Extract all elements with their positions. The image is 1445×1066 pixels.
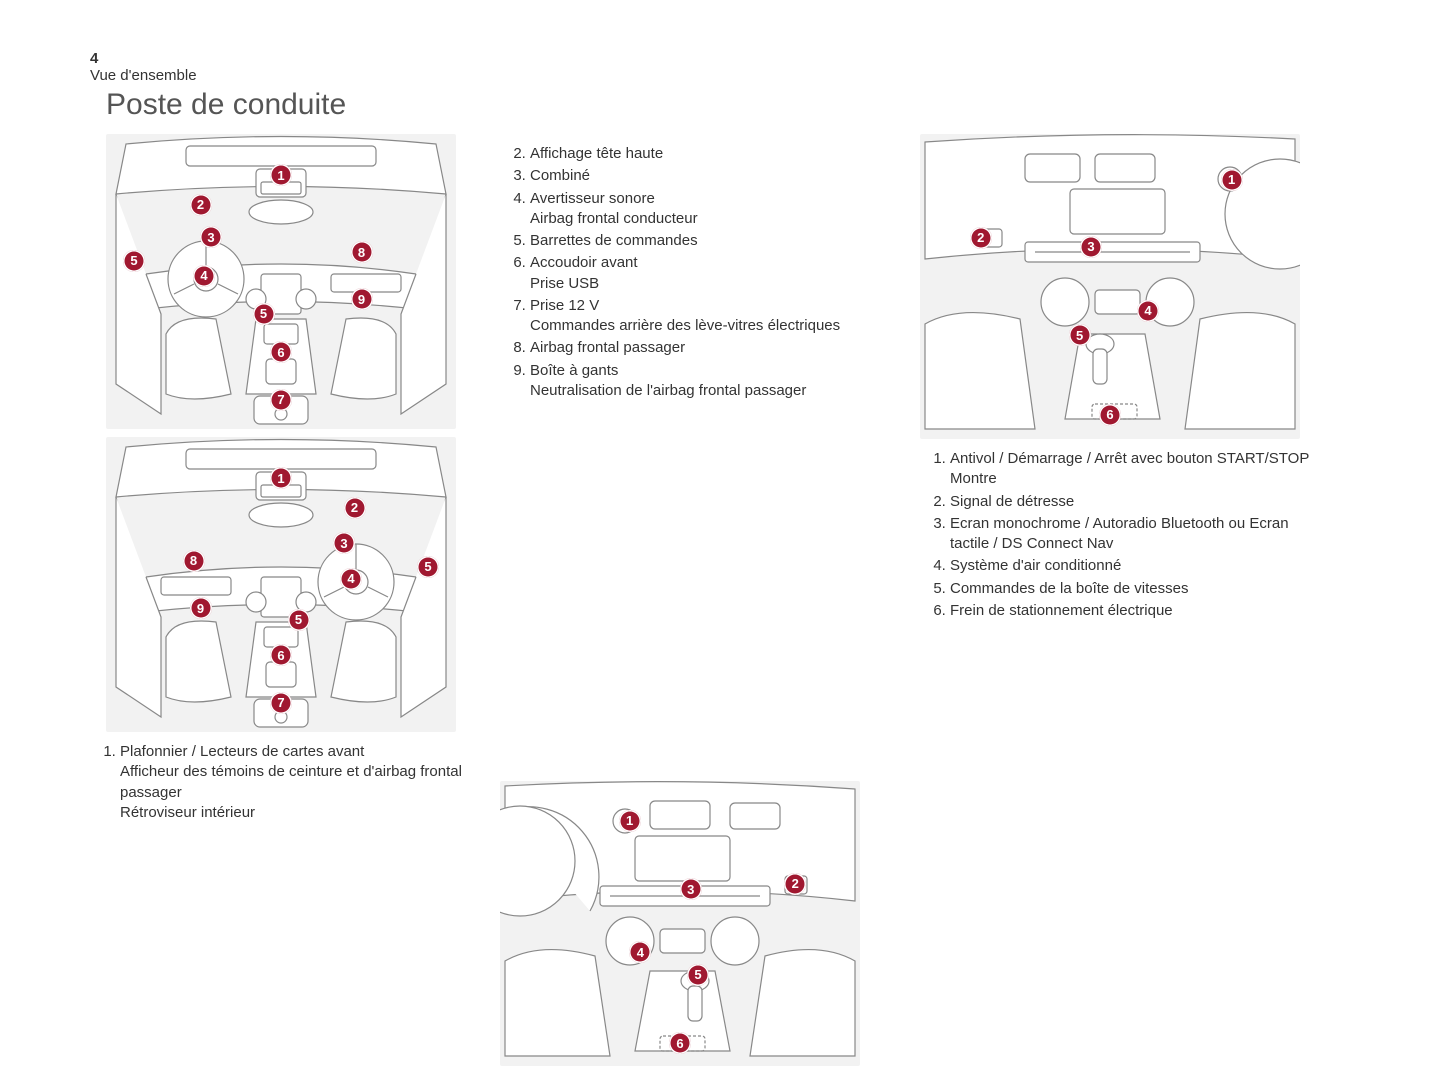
- callout-8: 8: [351, 241, 373, 263]
- legend-item-7: Prise 12 VCommandes arrière des lève-vit…: [530, 296, 890, 337]
- legend-item-3: Ecran monochrome / Autoradio Bluetooth o…: [950, 514, 1320, 555]
- callout-3: 3: [200, 226, 222, 248]
- callout-1: 1: [1221, 169, 1243, 191]
- legend-item-6: Accoudoir avantPrise USB: [530, 253, 890, 294]
- console-lhd-svg: [500, 781, 860, 1066]
- legend-subline: Rétroviseur intérieur: [120, 803, 470, 823]
- legend-item-2: Signal de détresse: [950, 492, 1320, 512]
- diagram-interior-rhd: 1 2 3 4 5 5 6 7 8 9: [106, 437, 456, 732]
- column-3: 1 2 3 4 5 6 Antivol / Démarrage / Arrêt avec …: [920, 134, 1320, 1066]
- page-title: Poste de conduite: [106, 88, 1355, 122]
- legend-subline: Afficheur des témoins de ceinture et d'a…: [120, 762, 470, 803]
- callout-9: 9: [190, 597, 212, 619]
- legend-item-6: Frein de stationnement électrique: [950, 601, 1320, 621]
- column-2: Affichage tête hauteCombiné Avertisseur s…: [500, 134, 890, 1066]
- callout-9: 9: [351, 288, 373, 310]
- callout-3: 3: [1080, 236, 1102, 258]
- legend-subline: Neutralisation de l'airbag frontal passa…: [530, 381, 890, 401]
- legend-item-5: Barrettes de commandes: [530, 231, 890, 251]
- legend-item-2: Affichage tête haute: [530, 144, 890, 164]
- callout-3: 3: [333, 532, 355, 554]
- content-columns: 1 2 3 4 5 5 6 7 8 9: [90, 134, 1355, 1066]
- callout-1: 1: [619, 810, 641, 832]
- callout-5: 5: [253, 303, 275, 325]
- legend-subline: Montre: [950, 469, 1320, 489]
- callout-6: 6: [270, 644, 292, 666]
- legend-subline: Airbag frontal conducteur: [530, 209, 890, 229]
- callout-2: 2: [190, 194, 212, 216]
- callout-6: 6: [1099, 404, 1121, 426]
- diagram-console-rhd: 1 2 3 4 5 6: [920, 134, 1300, 439]
- page-number: 4: [90, 50, 1355, 67]
- legend-item-4: Système d'air conditionné: [950, 556, 1320, 576]
- callout-2: 2: [784, 873, 806, 895]
- callout-5: 5: [417, 556, 439, 578]
- legend-item-8: Airbag frontal passager: [530, 338, 890, 358]
- diagram-console-lhd: 1 2 3 4 5 6: [500, 781, 860, 1066]
- callout-4: 4: [629, 941, 651, 963]
- callout-7: 7: [270, 389, 292, 411]
- callout-5: 5: [1069, 324, 1091, 346]
- legend-ab-part2: Affichage tête hauteCombiné Avertisseur s…: [500, 144, 890, 401]
- legend-cd: Antivol / Démarrage / Arrêt avec bouton …: [920, 449, 1320, 621]
- legend-item-1: Antivol / Démarrage / Arrêt avec bouton …: [950, 449, 1320, 490]
- section-label: Vue d'ensemble: [90, 67, 1355, 84]
- legend-subline: Commandes arrière des lève-vitres électr…: [530, 316, 890, 336]
- legend-item-5: Commandes de la boîte de vitesses: [950, 579, 1320, 599]
- callout-3: 3: [680, 878, 702, 900]
- callout-4: 4: [1137, 300, 1159, 322]
- legend-item-4: Avertisseur sonoreAirbag frontal conduct…: [530, 189, 890, 230]
- callout-1: 1: [270, 164, 292, 186]
- legend-subline: Prise USB: [530, 274, 890, 294]
- callout-6: 6: [669, 1032, 691, 1054]
- legend-ab-part1: Plafonnier / Lecteurs de cartes avantAff…: [90, 742, 470, 823]
- callout-5: 5: [288, 609, 310, 631]
- callout-2: 2: [344, 497, 366, 519]
- column-1: 1 2 3 4 5 5 6 7 8 9: [90, 134, 470, 1066]
- page-header: 4 Vue d'ensemble: [90, 50, 1355, 84]
- callout-4: 4: [340, 568, 362, 590]
- callout-7: 7: [270, 692, 292, 714]
- callout-8: 8: [183, 550, 205, 572]
- callout-6: 6: [270, 341, 292, 363]
- diagram-interior-lhd: 1 2 3 4 5 5 6 7 8 9: [106, 134, 456, 429]
- callout-1: 1: [270, 467, 292, 489]
- callout-5: 5: [123, 250, 145, 272]
- console-rhd-svg: [920, 134, 1300, 439]
- callout-2: 2: [970, 227, 992, 249]
- legend-item-1: Plafonnier / Lecteurs de cartes avantAff…: [120, 742, 470, 823]
- callout-5: 5: [687, 964, 709, 986]
- callout-4: 4: [193, 265, 215, 287]
- legend-item-9: Boîte à gantsNeutralisation de l'airbag …: [530, 361, 890, 402]
- legend-item-3: Combiné: [530, 166, 890, 186]
